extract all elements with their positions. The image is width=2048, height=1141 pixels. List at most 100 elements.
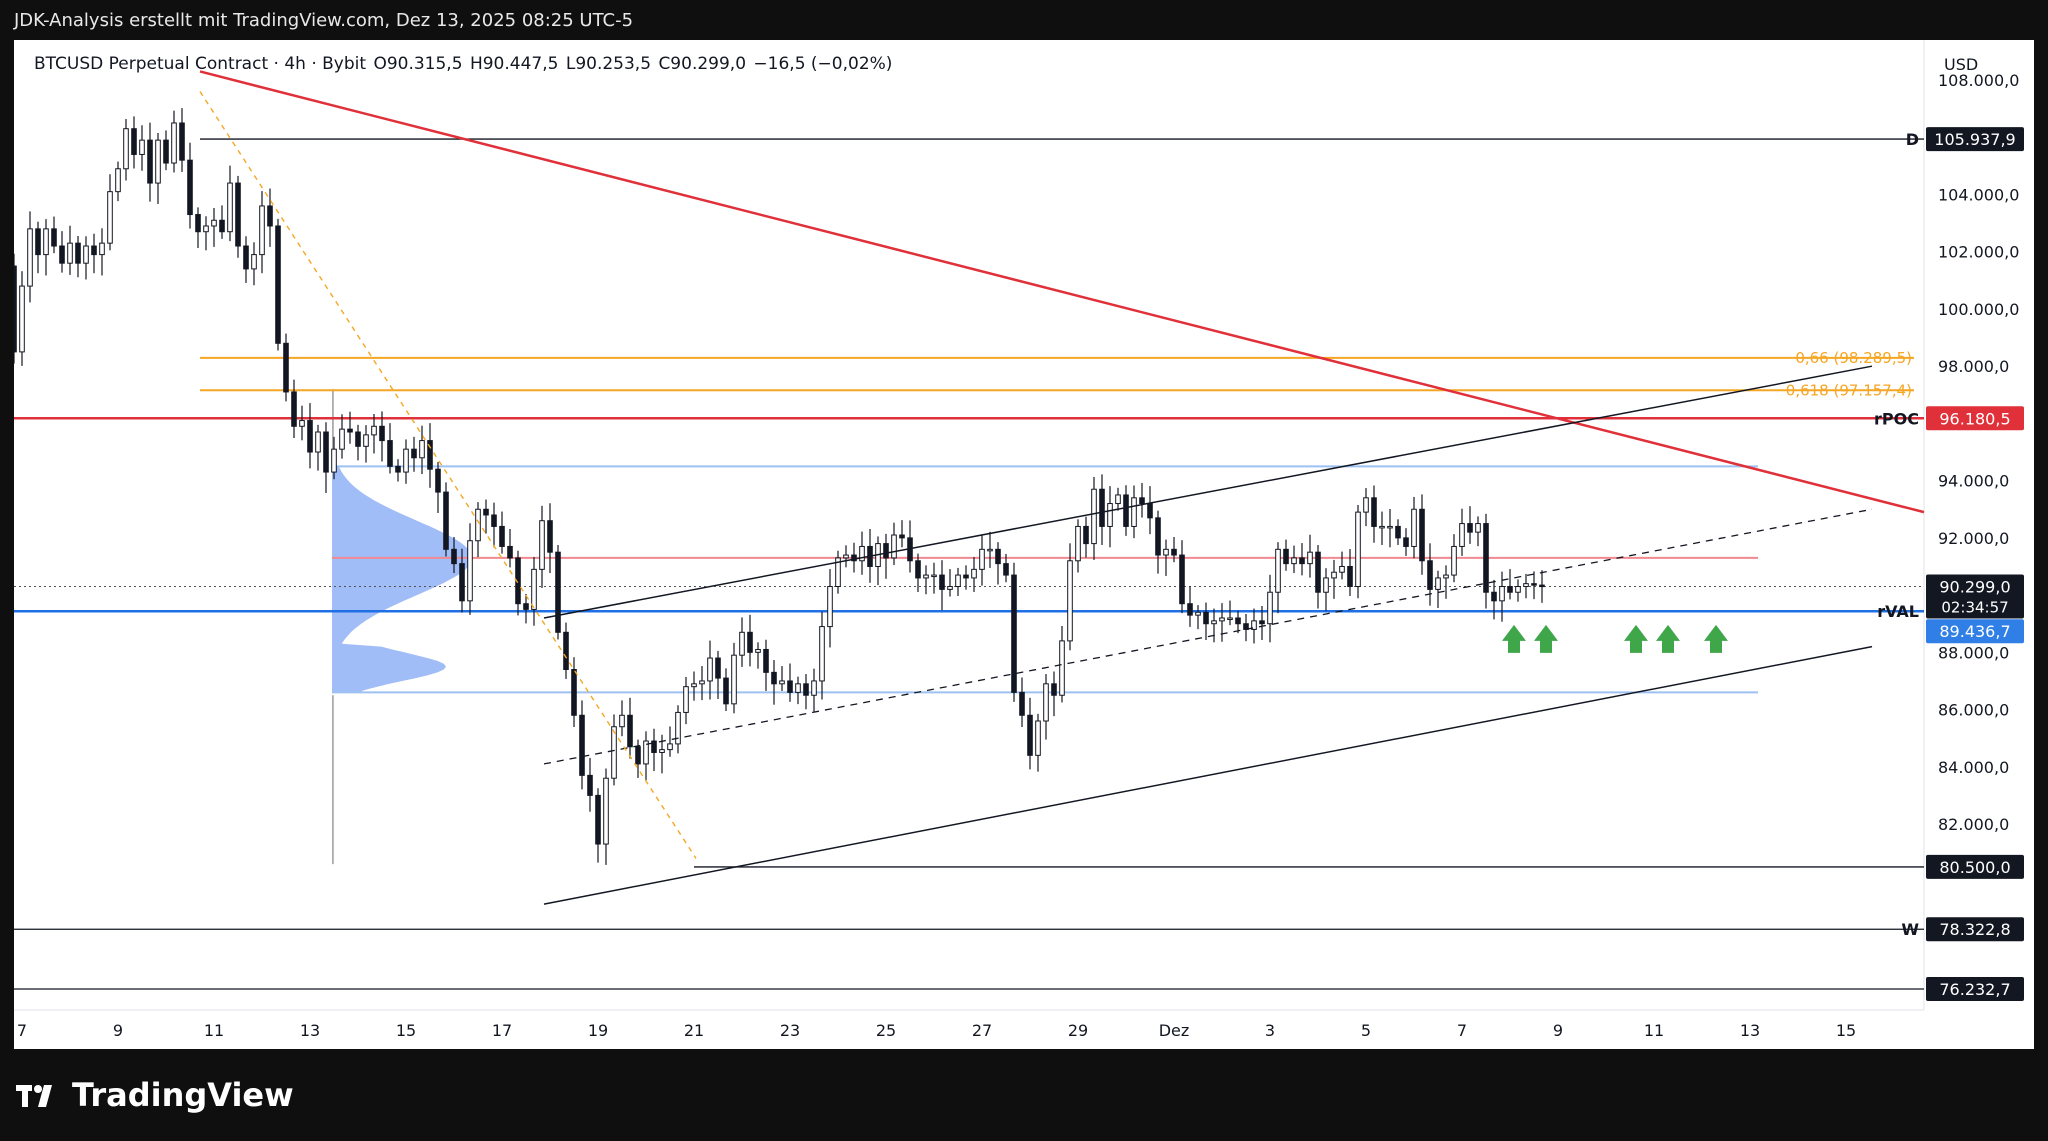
candle-body [1347,565,1353,588]
candle-body [387,440,393,467]
candle-body [1395,525,1401,539]
x-tick-label: 13 [300,1021,320,1040]
candle-body [179,122,185,161]
candle-body [467,540,473,602]
candle-body [1211,620,1217,625]
candle-body [75,242,81,264]
candle-body [667,743,673,751]
candle-body [275,225,281,344]
candle-body [1011,574,1017,693]
x-tick-label: 7 [1457,1021,1467,1040]
y-tick-label: 102.000,0 [1938,243,2019,262]
candle-body [643,740,649,765]
price-tag-rVAL [1926,619,2024,644]
y-tick-label: 98.000,0 [1938,357,2009,376]
candle-body [1515,586,1521,593]
candle-body [427,440,433,470]
candle-body [771,671,777,685]
candle-body [171,122,177,164]
candle-body [947,586,953,590]
symbol-legend: BTCUSD Perpetual Contract · 4h · Bybit O… [34,54,894,74]
candle-body [763,648,769,673]
candle-body [851,554,857,562]
candle-body [243,245,249,270]
y-tick-label: 108.000,0 [1938,71,2019,90]
candle-body [1435,577,1441,590]
candle-body [1459,523,1465,547]
candle-body [155,139,161,184]
candle-body [491,514,497,527]
candle-body [147,139,153,184]
fib-label: 0,66 (98.289,5) [1795,349,1912,367]
symbol-label[interactable]: BTCUSD Perpetual Contract · 4h · Bybit [34,54,367,74]
candle-body [739,631,745,656]
candle-body [1251,620,1257,630]
x-tick-label: 11 [1644,1021,1664,1040]
candle-body [1299,557,1305,565]
candle-body [83,245,89,264]
candle-body [267,205,273,227]
x-tick-label: 9 [1553,1021,1563,1040]
candle-body [1339,565,1345,573]
candle-body [1115,494,1121,505]
candle-body [283,342,289,393]
candle-body [411,448,417,459]
candle-body [1291,557,1297,565]
candle-body [1043,683,1049,722]
candle-body [299,420,305,427]
candle-body [219,219,225,233]
candle-body [555,551,561,633]
x-tick-label: 3 [1265,1021,1275,1040]
candle-body [363,434,369,447]
candle-body [43,228,49,256]
candle-body [787,680,793,693]
candle-body [1139,497,1145,505]
candle-body [1219,617,1225,622]
candle-body [1363,497,1369,513]
candle-body [731,654,737,705]
candle-body [451,548,457,565]
candle-body [819,626,825,682]
fib-dotted-line [199,91,697,859]
candle-body [923,574,929,579]
candle-body [1323,577,1329,593]
tradingview-logo[interactable]: TradingView [16,1076,294,1114]
candle-body [659,749,665,753]
y-tick-label: 92.000,0 [1938,529,2009,548]
candle-body [19,285,25,353]
candle-body [931,574,937,578]
candle-body [1083,525,1089,545]
x-tick-label: 15 [396,1021,416,1040]
candle-body [803,683,809,696]
y-tick-label: 100.000,0 [1938,300,2019,319]
close-value: C90.299,0 [658,54,747,74]
candle-body [1483,523,1489,593]
candle-body [1051,683,1057,696]
candle-body [899,534,905,539]
price-tag-text-rVAL: 89.436,7 [1939,622,2010,641]
x-tick-label: 27 [972,1021,992,1040]
candle-body [691,683,697,688]
price-tag-extra [1926,977,2024,1002]
tradingview-logo-icon [16,1081,64,1109]
candle-body [235,182,241,247]
candle-body [915,560,921,579]
candle-body [955,574,961,588]
candle-body [507,545,513,559]
candle-body [107,191,113,244]
chart-area[interactable]: USD 108.000,0 104.000,0 102.000,0 100.000,0 9… [14,40,2034,1049]
candle-body [571,668,577,716]
candle-body [443,491,449,550]
candle-body [587,774,593,796]
candle-body [59,245,65,264]
price-tag-low [1926,854,2024,879]
candle-body [1107,503,1113,527]
change-value: −16,5 (−0,02%) [753,54,893,74]
level-label-rPOC: rPOC [1874,409,1919,428]
price-tag-W [1926,917,2024,942]
candle-body [683,686,689,713]
y-tick-label: 104.000,0 [1938,186,2019,205]
candle-body [987,548,993,552]
candle-body [339,428,345,450]
